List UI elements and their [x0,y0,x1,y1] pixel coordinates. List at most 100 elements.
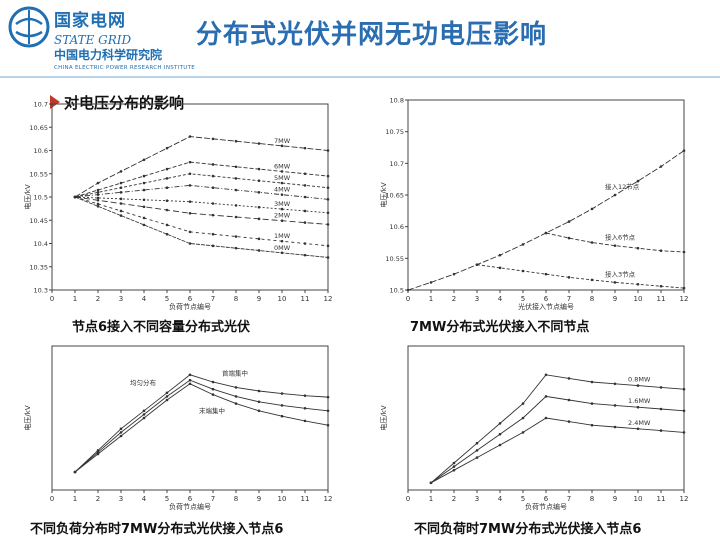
data-point [96,193,100,196]
org-name: 国家电网 STATE GRID [54,6,131,47]
y-tick-label: 10.6 [390,223,404,231]
bullet-icon [50,95,60,109]
data-point [326,149,330,152]
data-point [544,395,548,398]
data-point [188,382,192,386]
data-point [234,177,238,180]
data-point [590,207,594,211]
plot-frame [51,345,329,491]
data-point [682,286,686,290]
data-point [142,413,146,416]
data-point [142,198,146,202]
x-tick-label: 2 [452,295,456,303]
data-point [96,205,100,208]
x-tick-label: 0 [406,495,410,503]
x-tick-label: 10 [278,495,287,503]
data-point [142,416,146,420]
data-point [659,429,663,432]
data-point [659,249,663,253]
data-point [234,235,238,238]
x-tick-label: 5 [165,295,169,303]
data-point [257,179,261,183]
data-point [257,389,261,393]
data-point [188,200,192,203]
data-point [73,195,77,199]
data-point [303,195,307,199]
data-point [567,276,571,279]
data-point [257,167,261,171]
data-point [303,184,307,187]
data-point [682,409,686,413]
data-point [303,221,307,224]
x-tick-label: 9 [613,295,617,303]
plot-frame [407,99,685,291]
chart-load-level: 0 1 2 3 4 5 6 7 8 9 10 11 12负荷节点编号电压/kV0.8MW1.6MW2.4… [379,345,688,511]
data-point [211,213,215,217]
y-tick-label: 10.45 [29,217,48,225]
x-tick-label: 7 [211,295,215,303]
slide-title: 分布式光伏并网无功电压影响 [196,20,548,50]
data-point [119,170,123,173]
chart-voltage-capacity: 0 1 2 3 4 5 6 7 8 9 10 11 1210.310.3510.410.4510.510… [23,101,332,312]
x-tick-label: 1 [429,495,433,503]
x-tick-label: 12 [680,295,689,303]
data-point [280,219,284,223]
data-point [636,427,640,431]
data-point [521,269,525,273]
data-point [659,284,663,288]
x-tick-label: 9 [257,495,261,503]
data-point [165,398,169,402]
y-tick-label: 10.7 [34,101,48,109]
data-point [119,427,123,431]
data-point [188,211,192,215]
header-divider [0,76,720,78]
data-point [119,214,123,217]
x-tick-label: 8 [590,295,594,303]
data-point [613,382,617,386]
data-point [326,409,330,413]
series-line [430,374,685,484]
data-point [475,449,479,452]
data-point [165,395,169,398]
data-point [682,149,686,152]
data-point [211,232,215,236]
data-point [682,250,686,254]
data-point [119,186,123,189]
data-point [142,181,146,185]
data-point [280,144,284,148]
data-point [590,423,594,427]
x-tick-label: 3 [475,495,479,503]
series-label: 4MW [274,186,291,194]
data-point [96,196,100,200]
y-tick-label: 10.55 [29,170,48,178]
data-point [682,387,686,391]
y-tick-label: 10.8 [390,97,404,105]
data-point [326,211,330,215]
data-point [188,172,192,176]
data-point [303,242,307,245]
data-point [636,283,640,286]
data-point [119,209,123,213]
x-tick-label: 12 [324,495,333,503]
x-tick-label: 7 [211,495,215,503]
series-line [430,417,685,484]
y-tick-label: 10.55 [385,255,404,263]
caption-3: 不同负荷分布时7MW分布式光伏接入节点6 [30,522,284,537]
data-point [659,407,663,411]
data-point [142,409,146,413]
data-point [119,434,123,438]
data-point [188,184,192,187]
data-point [475,441,479,445]
data-point [234,204,238,207]
y-axis-label: 电压/kV [379,182,388,207]
y-tick-label: 10.5 [34,194,48,202]
x-tick-label: 9 [613,495,617,503]
x-tick-label: 5 [165,495,169,503]
data-point [119,431,123,434]
data-point [280,181,284,185]
data-point [257,217,261,221]
data-point [303,172,307,176]
x-tick-label: 10 [634,295,643,303]
data-point [659,386,663,389]
